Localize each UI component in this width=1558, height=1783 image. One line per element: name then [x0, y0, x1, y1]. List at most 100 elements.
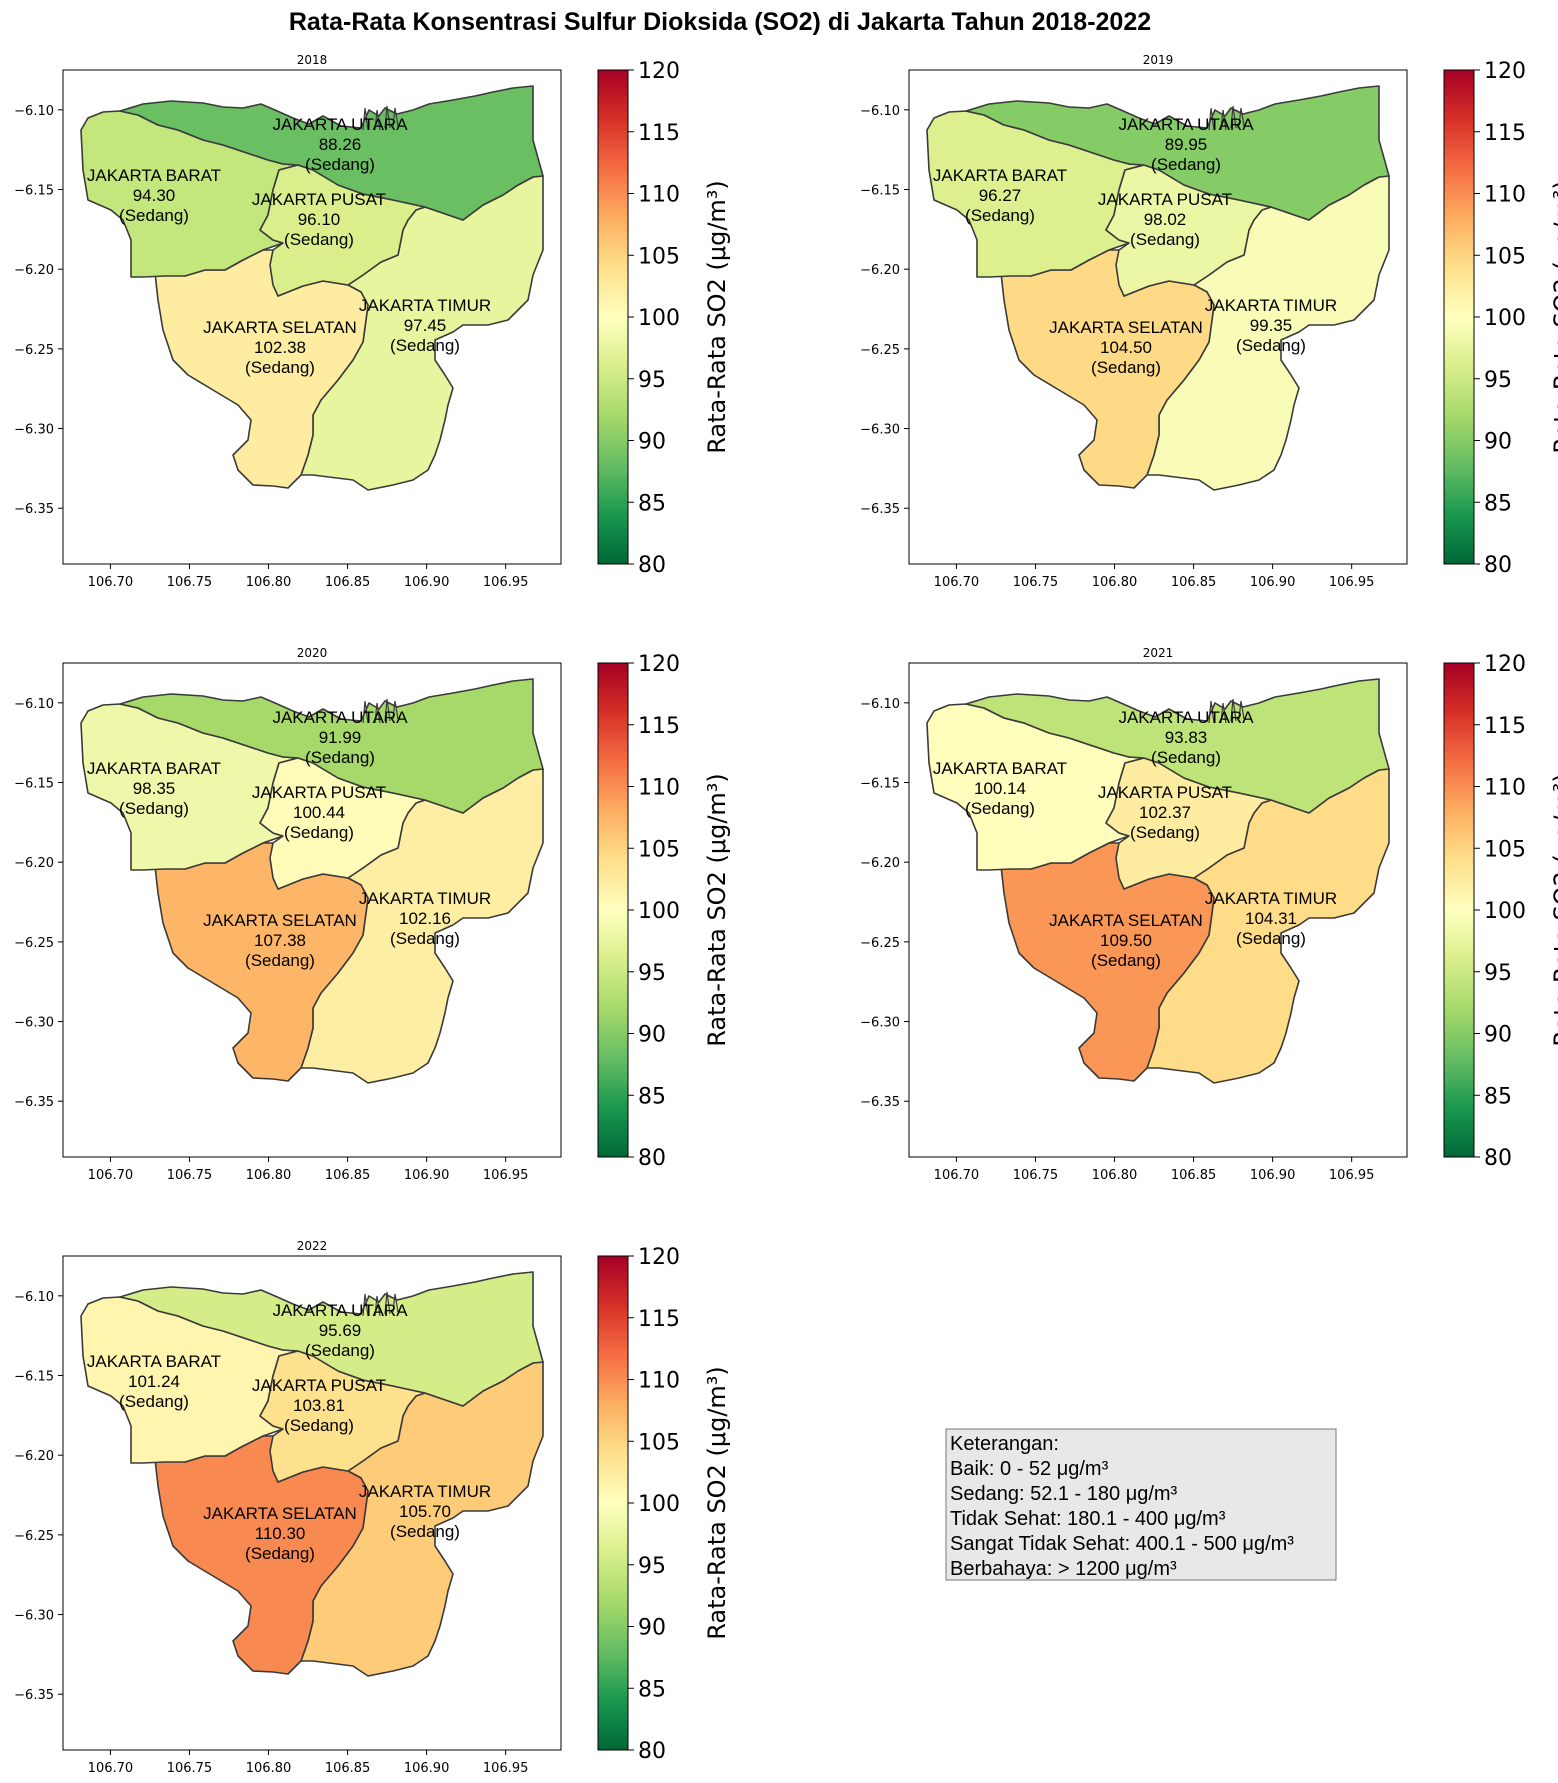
x-tick-label: 106.70	[88, 1761, 133, 1776]
colorbar-tick-label: 90	[638, 1616, 666, 1641]
region-name: JAKARTA BARAT	[933, 166, 1067, 185]
map-panel-2020: 2020 106.70 106.75 106.80 106.85 106.90 106.95…	[14, 646, 731, 1183]
colorbar-tick-label: 105	[638, 1430, 680, 1455]
y-tick-label: −6.35	[14, 1688, 54, 1703]
region-jakarta-utara	[119, 85, 544, 221]
region-name: JAKARTA BARAT	[87, 759, 221, 778]
colorbar-tick-label: 110	[638, 1369, 680, 1394]
y-tick-label: −6.35	[860, 1095, 900, 1110]
figure-title: Rata-Rata Konsentrasi Sulfur Dioksida (S…	[289, 8, 1151, 36]
region-category: (Sedang)	[1151, 155, 1221, 174]
colorbar-tick-label: 80	[638, 553, 666, 578]
x-tick-label: 106.80	[246, 1168, 292, 1183]
y-tick-label: −6.25	[14, 343, 54, 358]
region-jakarta-utara	[965, 678, 1390, 814]
colorbar-tick-label: 105	[638, 244, 680, 269]
colorbar-tick-label: 115	[1484, 714, 1526, 739]
y-tick-label: −6.15	[14, 184, 54, 199]
y-tick-label: −6.10	[860, 697, 900, 712]
map-panel-2018: 2018 106.70 106.75 106.80 106.85 106.90 106.95…	[14, 53, 731, 590]
colorbar-tick-label: 115	[1484, 121, 1526, 146]
x-tick-label: 106.85	[1171, 575, 1217, 590]
region-name: JAKARTA PUSAT	[1098, 783, 1232, 802]
y-tick-label: −6.25	[14, 1529, 54, 1544]
x-tick-label: 106.75	[1013, 1168, 1059, 1183]
y-tick-label: −6.30	[14, 423, 54, 438]
y-tick-label: −6.25	[860, 343, 900, 358]
region-name: JAKARTA UTARA	[1118, 115, 1254, 134]
y-tick-label: −6.35	[14, 502, 54, 517]
colorbar-tick-label: 105	[638, 837, 680, 862]
region-category: (Sedang)	[305, 1341, 375, 1360]
colorbar-label: Rata-Rata SO2 (μg/m³)	[703, 1366, 731, 1640]
region-value: 101.24	[128, 1372, 180, 1391]
region-category: (Sedang)	[119, 799, 189, 818]
region-value: 89.95	[1165, 135, 1208, 154]
colorbar-tick-label: 100	[638, 306, 680, 331]
region-category: (Sedang)	[965, 799, 1035, 818]
region-category: (Sedang)	[119, 206, 189, 225]
map-panel-2021: 2021 106.70 106.75 106.80 106.85 106.90 106.95…	[860, 646, 1558, 1183]
colorbar-tick-label: 120	[1484, 652, 1526, 677]
y-tick-label: −6.25	[14, 936, 54, 951]
x-tick-label: 106.90	[1250, 1168, 1296, 1183]
colorbar-tick-label: 90	[1484, 1023, 1512, 1048]
colorbar-tick-label: 110	[1484, 776, 1526, 801]
colorbar-tick-label: 110	[638, 183, 680, 208]
colorbar-tick-label: 115	[638, 714, 680, 739]
region-value: 88.26	[319, 135, 362, 154]
region-category: (Sedang)	[390, 929, 460, 948]
y-tick-label: −6.35	[860, 502, 900, 517]
x-tick-label: 106.90	[404, 1168, 450, 1183]
y-tick-label: −6.15	[860, 184, 900, 199]
colorbar-label: Rata-Rata SO2 (μg/m³)	[703, 180, 731, 454]
colorbar-tick-label: 105	[1484, 244, 1526, 269]
coastline-detail	[1208, 698, 1245, 724]
region-value: 93.83	[1165, 728, 1208, 747]
colorbar-tick-label: 80	[1484, 1146, 1512, 1171]
colorbar-tick-label: 115	[638, 121, 680, 146]
panel-title: 2021	[1143, 646, 1174, 660]
coastline-detail	[1208, 105, 1245, 131]
x-tick-label: 106.75	[167, 1761, 213, 1776]
colorbar-tick-label: 110	[638, 776, 680, 801]
colorbar-tick-label: 100	[1484, 306, 1526, 331]
region-category: (Sedang)	[1151, 748, 1221, 767]
region-name: JAKARTA UTARA	[272, 115, 408, 134]
x-tick-label: 106.85	[325, 1168, 371, 1183]
colorbar-tick-label: 100	[638, 899, 680, 924]
x-tick-label: 106.75	[1013, 575, 1059, 590]
region-name: JAKARTA SELATAN	[203, 318, 357, 337]
y-tick-label: −6.25	[860, 936, 900, 951]
y-tick-label: −6.20	[14, 1449, 54, 1464]
y-tick-label: −6.10	[14, 104, 54, 119]
colorbar-gradient	[597, 69, 629, 565]
colorbar-tick-label: 85	[1484, 491, 1512, 516]
region-category: (Sedang)	[1236, 336, 1306, 355]
x-tick-label: 106.90	[1250, 575, 1296, 590]
region-category: (Sedang)	[284, 1416, 354, 1435]
colorbar: 80 85 90 95 100 105 110 115 120 Rata-Rata SO2 (μg…	[597, 59, 731, 578]
colorbar-tick-label: 115	[638, 1307, 680, 1332]
coastline-detail	[362, 698, 399, 724]
y-tick-label: −6.10	[14, 697, 54, 712]
region-category: (Sedang)	[284, 230, 354, 249]
colorbar-tick-label: 90	[638, 1023, 666, 1048]
colorbar-label: Rata-Rata SO2 (μg/m³)	[1549, 180, 1558, 454]
region-name: JAKARTA TIMUR	[1205, 296, 1337, 315]
region-value: 105.70	[399, 1502, 451, 1521]
colorbar-tick-label: 100	[1484, 899, 1526, 924]
